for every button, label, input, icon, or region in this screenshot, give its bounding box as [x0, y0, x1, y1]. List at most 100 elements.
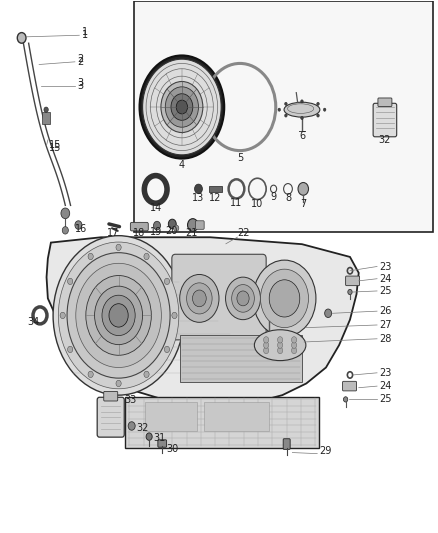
- FancyBboxPatch shape: [343, 381, 357, 391]
- Circle shape: [88, 253, 93, 260]
- Circle shape: [343, 397, 348, 402]
- Circle shape: [61, 208, 70, 219]
- Circle shape: [116, 380, 121, 386]
- Text: 6: 6: [299, 131, 305, 141]
- Text: 19: 19: [149, 227, 162, 237]
- Circle shape: [116, 244, 121, 251]
- Circle shape: [291, 337, 297, 343]
- Circle shape: [53, 236, 184, 395]
- Text: 21: 21: [186, 228, 198, 238]
- Circle shape: [172, 312, 177, 319]
- Circle shape: [237, 291, 249, 306]
- FancyBboxPatch shape: [158, 440, 166, 447]
- Ellipse shape: [254, 330, 306, 361]
- Bar: [180, 335, 302, 382]
- Circle shape: [153, 221, 160, 230]
- Text: 23: 23: [380, 262, 392, 271]
- Text: 9: 9: [271, 191, 277, 201]
- Bar: [209, 185, 222, 192]
- Bar: [134, 1, 433, 232]
- Circle shape: [173, 225, 179, 231]
- Circle shape: [323, 108, 326, 111]
- Text: 26: 26: [380, 306, 392, 316]
- FancyBboxPatch shape: [131, 222, 148, 231]
- Circle shape: [278, 337, 283, 343]
- Text: 4: 4: [179, 160, 185, 170]
- Text: 18: 18: [134, 228, 146, 238]
- Text: 3: 3: [77, 81, 83, 91]
- Circle shape: [128, 422, 135, 430]
- Text: 24: 24: [380, 274, 392, 284]
- Circle shape: [143, 59, 221, 155]
- Circle shape: [17, 33, 26, 43]
- Circle shape: [264, 348, 269, 354]
- Circle shape: [348, 289, 352, 295]
- Circle shape: [76, 263, 161, 368]
- Circle shape: [168, 219, 176, 229]
- Circle shape: [298, 182, 308, 195]
- Text: 8: 8: [285, 193, 291, 203]
- Circle shape: [67, 278, 73, 285]
- Circle shape: [300, 100, 303, 103]
- Text: 32: 32: [136, 423, 148, 433]
- Text: 10: 10: [251, 199, 264, 209]
- Circle shape: [187, 219, 198, 231]
- Ellipse shape: [284, 102, 320, 117]
- Circle shape: [164, 346, 170, 353]
- Circle shape: [317, 114, 319, 117]
- Polygon shape: [46, 237, 359, 406]
- Text: 3: 3: [77, 78, 83, 88]
- FancyBboxPatch shape: [346, 276, 360, 286]
- Circle shape: [164, 278, 170, 285]
- Text: 30: 30: [166, 443, 179, 454]
- Circle shape: [67, 346, 73, 353]
- Text: 1: 1: [81, 30, 88, 41]
- Circle shape: [95, 286, 143, 345]
- Text: 28: 28: [380, 334, 392, 344]
- Circle shape: [44, 107, 48, 112]
- Circle shape: [187, 283, 212, 314]
- FancyBboxPatch shape: [104, 391, 118, 401]
- Circle shape: [291, 348, 297, 354]
- FancyBboxPatch shape: [373, 103, 397, 137]
- Circle shape: [75, 221, 82, 229]
- Circle shape: [144, 253, 149, 260]
- Text: 14: 14: [149, 203, 162, 213]
- Text: 12: 12: [209, 192, 222, 203]
- Circle shape: [88, 371, 93, 377]
- FancyBboxPatch shape: [97, 397, 124, 437]
- Circle shape: [194, 184, 202, 193]
- Text: 2: 2: [77, 54, 83, 64]
- Text: 33: 33: [124, 394, 136, 405]
- Circle shape: [232, 285, 254, 312]
- Circle shape: [300, 116, 303, 119]
- Text: 32: 32: [379, 135, 391, 144]
- Circle shape: [62, 227, 68, 234]
- Circle shape: [269, 280, 300, 317]
- Text: 25: 25: [380, 394, 392, 405]
- Polygon shape: [125, 397, 319, 448]
- Circle shape: [261, 269, 308, 328]
- Circle shape: [226, 277, 261, 320]
- Circle shape: [67, 253, 170, 378]
- Text: 24: 24: [380, 381, 392, 391]
- Text: 15: 15: [49, 143, 61, 154]
- Text: 25: 25: [380, 286, 392, 296]
- FancyBboxPatch shape: [378, 98, 392, 107]
- Bar: [145, 402, 197, 431]
- Text: 2: 2: [77, 57, 83, 67]
- Text: 23: 23: [380, 368, 392, 378]
- Circle shape: [102, 295, 135, 336]
- Circle shape: [146, 433, 152, 440]
- Text: 22: 22: [237, 228, 249, 238]
- Circle shape: [109, 304, 128, 327]
- Circle shape: [291, 342, 297, 349]
- Text: 16: 16: [75, 224, 88, 234]
- Text: 20: 20: [165, 225, 177, 236]
- Circle shape: [58, 242, 179, 389]
- Circle shape: [285, 114, 287, 117]
- Text: 17: 17: [107, 228, 120, 238]
- Text: 13: 13: [192, 192, 205, 203]
- Circle shape: [144, 371, 149, 377]
- Text: 1: 1: [81, 27, 88, 37]
